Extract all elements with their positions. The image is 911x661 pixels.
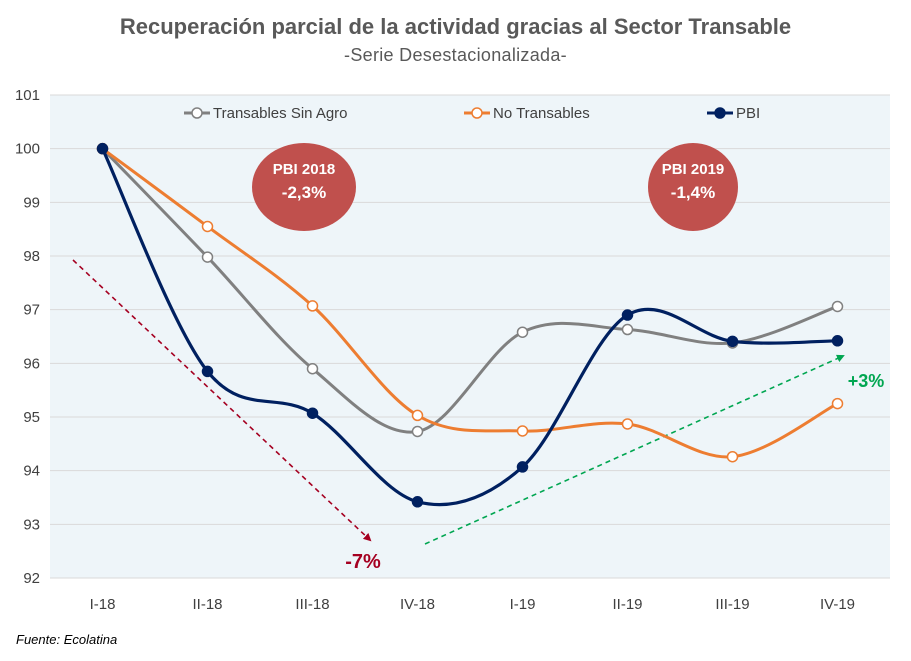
y-tick-label: 96 bbox=[23, 355, 40, 372]
x-tick-label: III-19 bbox=[715, 596, 749, 613]
y-tick-label: 101 bbox=[15, 87, 40, 104]
data-point-pbi bbox=[726, 335, 739, 348]
x-tick-label: I-19 bbox=[510, 596, 536, 613]
pbi-2018-value: -2,3% bbox=[282, 183, 326, 202]
pbi-2019-title: PBI 2019 bbox=[662, 161, 725, 178]
chart-subtitle: -Serie Desestacionalizada- bbox=[344, 45, 567, 65]
data-point-pbi bbox=[516, 461, 529, 473]
legend-label-transables-sin-agro: Transables Sin Agro bbox=[213, 105, 348, 122]
data-point-no-transables bbox=[411, 409, 424, 422]
x-axis: I-18 II-18 III-18 IV-18 I-19 II-19 III-19 IV-19 bbox=[90, 596, 855, 613]
legend-label-no-transables: No Transables bbox=[493, 105, 590, 122]
data-point-transables-sin-agro bbox=[621, 323, 634, 336]
data-point-pbi bbox=[621, 309, 634, 321]
x-tick-label: III-18 bbox=[295, 596, 329, 613]
x-tick-label: IV-18 bbox=[400, 596, 435, 613]
pbi-2019-bubble: PBI 2019 -1,4% bbox=[648, 143, 738, 231]
source-note: Fuente: Ecolatina bbox=[16, 632, 118, 647]
x-tick-label: II-18 bbox=[192, 596, 222, 613]
trend-down-label: -7% bbox=[345, 551, 381, 573]
pbi-2018-title: PBI 2018 bbox=[273, 161, 336, 178]
data-point-transables-sin-agro bbox=[411, 425, 424, 438]
legend-marker-transables-sin-agro bbox=[191, 107, 203, 119]
y-tick-label: 97 bbox=[23, 302, 40, 319]
x-tick-label: IV-19 bbox=[820, 596, 855, 613]
data-point-no-transables bbox=[621, 418, 634, 430]
x-tick-label: I-18 bbox=[90, 596, 116, 613]
legend-label-pbi: PBI bbox=[736, 105, 760, 122]
series-line-no-transables bbox=[101, 147, 839, 459]
data-point-transables-sin-agro bbox=[516, 326, 529, 338]
y-tick-label: 95 bbox=[23, 409, 40, 426]
data-point-no-transables bbox=[726, 450, 739, 463]
data-point-pbi bbox=[96, 142, 109, 155]
trend-up-label: +3% bbox=[848, 371, 885, 391]
y-tick-label: 98 bbox=[23, 248, 40, 265]
data-point-no-transables bbox=[306, 300, 319, 312]
y-tick-label: 99 bbox=[23, 194, 40, 211]
plot-area bbox=[50, 95, 890, 578]
pbi-2018-bubble: PBI 2018 -2,3% bbox=[252, 143, 356, 231]
y-tick-label: 100 bbox=[15, 141, 40, 158]
chart-title: Recuperación parcial de la actividad gra… bbox=[119, 14, 792, 39]
data-point-no-transables bbox=[831, 397, 844, 410]
data-point-pbi bbox=[831, 335, 844, 347]
data-point-pbi bbox=[306, 407, 319, 419]
pbi-2019-value: -1,4% bbox=[671, 183, 715, 202]
x-tick-label: II-19 bbox=[612, 596, 642, 613]
legend-marker-no-transables bbox=[471, 107, 483, 119]
series-layer bbox=[96, 142, 844, 508]
data-point-no-transables bbox=[201, 220, 214, 233]
grid-lines bbox=[50, 94, 890, 579]
data-point-no-transables bbox=[516, 425, 529, 437]
y-tick-label: 92 bbox=[23, 570, 40, 587]
legend: Transables Sin Agro No Transables PBI bbox=[184, 105, 760, 122]
data-point-pbi bbox=[411, 496, 424, 508]
data-point-pbi bbox=[201, 365, 214, 378]
y-axis: 92 93 94 95 96 97 98 99 100 101 bbox=[15, 87, 40, 587]
y-tick-label: 94 bbox=[23, 463, 40, 480]
data-point-transables-sin-agro bbox=[201, 251, 214, 263]
data-point-transables-sin-agro bbox=[831, 300, 844, 313]
data-point-transables-sin-agro bbox=[306, 362, 319, 375]
y-tick-label: 93 bbox=[23, 516, 40, 533]
legend-marker-pbi bbox=[714, 107, 726, 119]
trend-arrow-up bbox=[424, 354, 845, 545]
